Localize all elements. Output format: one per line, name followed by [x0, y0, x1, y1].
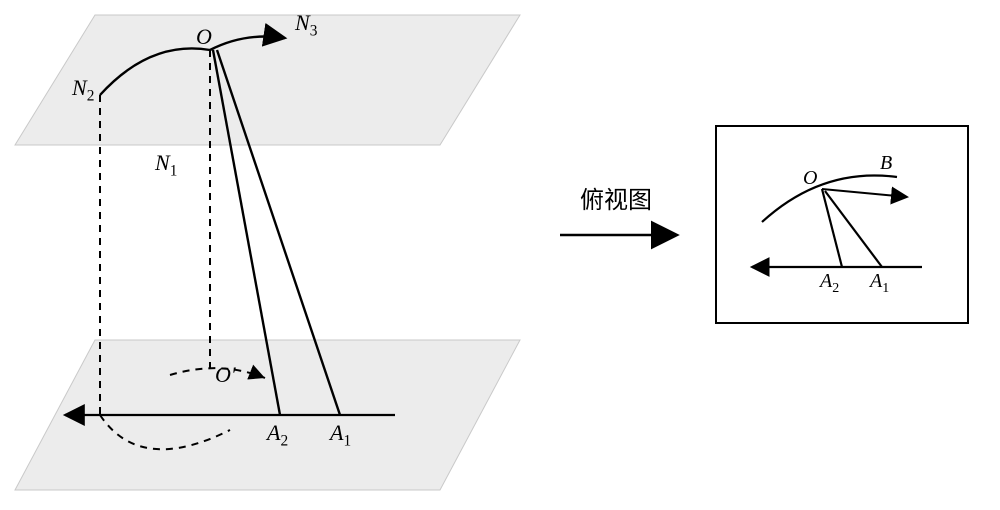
- label-o-inset: O: [803, 167, 817, 190]
- label-o: O: [196, 24, 212, 50]
- inset-frame: [715, 125, 969, 324]
- inset-diagram: [717, 127, 967, 322]
- label-a1-main: A1: [330, 420, 351, 450]
- center-arrow: [555, 215, 695, 255]
- inset-o-a1: [825, 191, 882, 267]
- label-n1: N1: [155, 150, 177, 180]
- label-oprime: O′: [215, 362, 236, 388]
- label-a2-main: A2: [267, 420, 288, 450]
- label-a2-inset: A2: [820, 270, 839, 297]
- inset-tangent: [822, 189, 907, 197]
- label-n3: N3: [295, 10, 317, 40]
- label-a1-inset: A1: [870, 270, 889, 297]
- label-n2: N2: [72, 75, 94, 105]
- arrow-label-text: 俯视图: [580, 180, 652, 215]
- label-b-inset: B: [880, 152, 892, 175]
